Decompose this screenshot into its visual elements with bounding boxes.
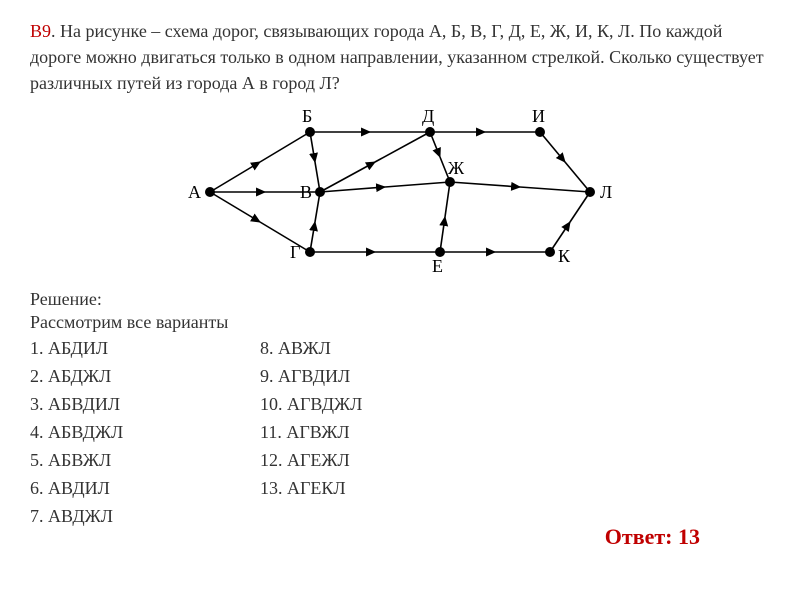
- solution-item: 4. АБВДЖЛ: [30, 419, 260, 447]
- node-L: [585, 187, 595, 197]
- solution-item: 12. АГЕЖЛ: [260, 447, 460, 475]
- node-label-L: Л: [600, 182, 612, 202]
- edge-V-D: [320, 162, 375, 192]
- solution-item: 6. АВДИЛ: [30, 475, 260, 503]
- node-G: [305, 247, 315, 257]
- solution-columns: 1. АБДИЛ2. АБДЖЛ3. АБВДИЛ4. АБВДЖЛ5. АБВ…: [30, 335, 770, 530]
- solution-intro: Рассмотрим все варианты: [30, 312, 770, 333]
- node-label-V: В: [300, 182, 312, 202]
- solution-item: 9. АГВДИЛ: [260, 363, 460, 391]
- solution-col-right: 8. АВЖЛ9. АГВДИЛ10. АГВДЖЛ11. АГВЖЛ12. А…: [260, 335, 460, 530]
- edge-A-G: [210, 192, 260, 222]
- edge-A-B: [210, 162, 260, 192]
- solution-item: 13. АГЕКЛ: [260, 475, 460, 503]
- solution-item: 10. АГВДЖЛ: [260, 391, 460, 419]
- solution-item: 7. АВДЖЛ: [30, 503, 260, 531]
- solution-item: 5. АБВЖЛ: [30, 447, 260, 475]
- edge-I-L: [540, 132, 565, 162]
- node-label-G: Г: [290, 242, 300, 262]
- node-label-D: Д: [422, 106, 434, 126]
- edge-Zh-L: [450, 182, 520, 187]
- slide: В9. На рисунке – схема дорог, связывающи…: [0, 0, 800, 600]
- node-label-Zh: Ж: [448, 158, 465, 178]
- problem-body: . На рисунке – схема дорог, связывающих …: [30, 21, 764, 93]
- node-label-K: К: [558, 246, 571, 266]
- graph-diagram: А Б В Г Д Ж Е И К Л: [30, 102, 770, 287]
- solution-item: 3. АБВДИЛ: [30, 391, 260, 419]
- solution-item: 2. АБДЖЛ: [30, 363, 260, 391]
- edge-V-Zh: [320, 187, 385, 192]
- node-label-A: А: [188, 182, 201, 202]
- answer: Ответ: 13: [605, 524, 700, 550]
- graph-svg: А Б В Г Д Ж Е И К Л: [170, 102, 630, 282]
- node-label-E: Е: [432, 256, 443, 276]
- node-D: [425, 127, 435, 137]
- solution-item: 8. АВЖЛ: [260, 335, 460, 363]
- solution-item: 1. АБДИЛ: [30, 335, 260, 363]
- solution-block: Решение: Рассмотрим все варианты 1. АБДИ…: [30, 289, 770, 530]
- node-label-I: И: [532, 106, 545, 126]
- node-V: [315, 187, 325, 197]
- problem-text: В9. На рисунке – схема дорог, связывающи…: [30, 18, 770, 96]
- node-I: [535, 127, 545, 137]
- solution-col-left: 1. АБДИЛ2. АБДЖЛ3. АБВДИЛ4. АБВДЖЛ5. АБВ…: [30, 335, 260, 530]
- solution-item: 11. АГВЖЛ: [260, 419, 460, 447]
- node-B: [305, 127, 315, 137]
- solution-heading: Решение:: [30, 289, 770, 310]
- edge-E-Zh: [440, 217, 445, 252]
- node-A: [205, 187, 215, 197]
- node-label-B: Б: [302, 106, 312, 126]
- node-K: [545, 247, 555, 257]
- node-Zh: [445, 177, 455, 187]
- problem-heading: В9: [30, 21, 51, 41]
